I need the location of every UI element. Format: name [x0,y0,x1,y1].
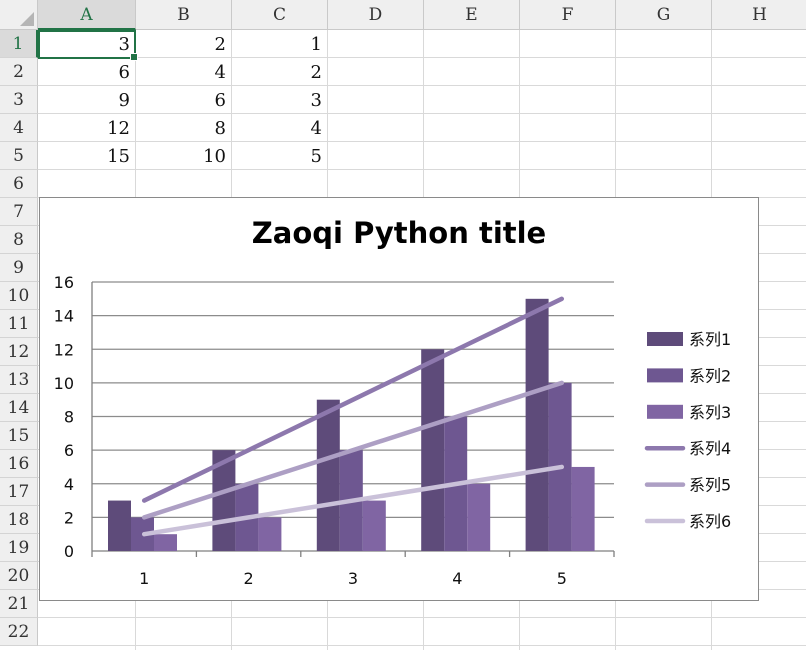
column-header-b[interactable]: B [136,0,232,30]
cell-b4[interactable]: 8 [214,118,226,139]
row-header-16[interactable]: 16 [0,450,38,478]
chart[interactable]: Zaoqi Python title 0 2 4 6 8 10 12 14 16 1 2 3 4 5 系列1… [39,197,759,601]
cell-b2[interactable]: 4 [214,62,226,83]
bar-1-5 [525,298,549,551]
cell-b1[interactable]: 2 [214,34,226,55]
bar-3-2 [258,517,282,551]
column-header-e[interactable]: E [424,0,520,30]
column-header-c[interactable]: C [232,0,328,30]
row-header-20[interactable]: 20 [0,562,38,590]
legend-swatch-2 [647,368,683,383]
y-tick-label: 4 [64,475,74,494]
y-tick-label: 0 [64,542,74,561]
row-header-22[interactable]: 22 [0,618,38,646]
grid-line-horizontal [38,169,806,170]
line-series-6 [141,464,565,537]
bar-3-4 [467,483,491,551]
grid-line-horizontal [38,645,806,646]
y-tick-label: 14 [54,307,74,326]
active-cell-selection[interactable] [38,30,138,61]
legend-label-3: 系列3 [689,403,731,422]
cell-a2[interactable]: 6 [118,62,130,83]
bar-3-3 [362,500,386,551]
y-tick-label: 10 [54,374,74,393]
row-header-1[interactable]: 1 [0,30,38,58]
bar-1-4 [421,349,445,551]
row-header-11[interactable]: 11 [0,310,38,338]
cell-c1[interactable]: 1 [310,34,322,55]
bar-3-1 [154,534,177,551]
cell-c4[interactable]: 4 [310,118,322,139]
bar-1-2 [212,450,236,551]
y-tick-label: 2 [64,508,74,527]
grid-line-horizontal [38,113,806,114]
y-tick-label: 12 [54,340,74,359]
grid-line-horizontal [38,141,806,142]
x-tick-label: 1 [139,569,149,588]
y-tick-label: 6 [64,441,74,460]
cell-a3[interactable]: 9 [118,90,130,111]
y-tick-label: 16 [54,273,74,292]
row-header-3[interactable]: 3 [0,86,38,114]
legend-label-5: 系列5 [689,476,731,495]
column-header-g[interactable]: G [616,0,712,30]
cell-c5[interactable]: 5 [310,146,322,167]
x-tick-label: 4 [452,569,462,588]
row-header-4[interactable]: 4 [0,114,38,142]
line-series-5 [141,380,565,520]
row-header-10[interactable]: 10 [0,282,38,310]
row-header-14[interactable]: 14 [0,394,38,422]
y-tick-label: 8 [64,408,74,427]
fill-handle[interactable] [130,53,138,61]
row-header-15[interactable]: 15 [0,422,38,450]
cell-c3[interactable]: 3 [310,90,322,111]
cell-b5[interactable]: 10 [203,146,226,167]
cell-a5[interactable]: 15 [107,146,130,167]
grid-line-horizontal [38,57,806,58]
row-header-2[interactable]: 2 [0,58,38,86]
column-header-d[interactable]: D [328,0,424,30]
legend-swatch-1 [647,332,683,346]
row-header-8[interactable]: 8 [0,226,38,254]
row-header-17[interactable]: 17 [0,478,38,506]
row-header-18[interactable]: 18 [0,506,38,534]
select-all-triangle-icon [20,12,34,26]
row-header-12[interactable]: 12 [0,338,38,366]
column-header-f[interactable]: F [520,0,616,30]
column-header-h[interactable]: H [712,0,806,30]
row-header-7[interactable]: 7 [0,198,38,226]
grid-line-horizontal [38,617,806,618]
line-series-4 [141,296,565,503]
cell-a1[interactable]: 3 [118,34,130,55]
x-tick-label: 2 [244,569,254,588]
x-tick-label: 3 [348,569,358,588]
x-tick-label: 5 [557,569,567,588]
row-header-5[interactable]: 5 [0,142,38,170]
row-header-19[interactable]: 19 [0,534,38,562]
row-header-6[interactable]: 6 [0,170,38,198]
cell-b3[interactable]: 6 [214,90,226,111]
row-header-9[interactable]: 9 [0,254,38,282]
legend-label-4: 系列4 [689,439,731,458]
cell-a4[interactable]: 12 [107,118,130,139]
legend-swatch-3 [647,404,683,419]
bar-1-3 [316,399,340,551]
grid-line-horizontal [38,85,806,86]
bar-1-1 [108,500,131,551]
legend-label-2: 系列2 [689,366,731,385]
cell-c2[interactable]: 2 [310,62,322,83]
legend-label-1: 系列1 [689,330,731,349]
select-all-button[interactable] [0,0,38,30]
legend-label-6: 系列6 [689,512,731,531]
bar-3-5 [571,466,595,551]
row-header-21[interactable]: 21 [0,590,38,618]
row-header-13[interactable]: 13 [0,366,38,394]
chart-title[interactable]: Zaoqi Python title [251,216,547,250]
column-header-a[interactable]: A [38,0,136,30]
